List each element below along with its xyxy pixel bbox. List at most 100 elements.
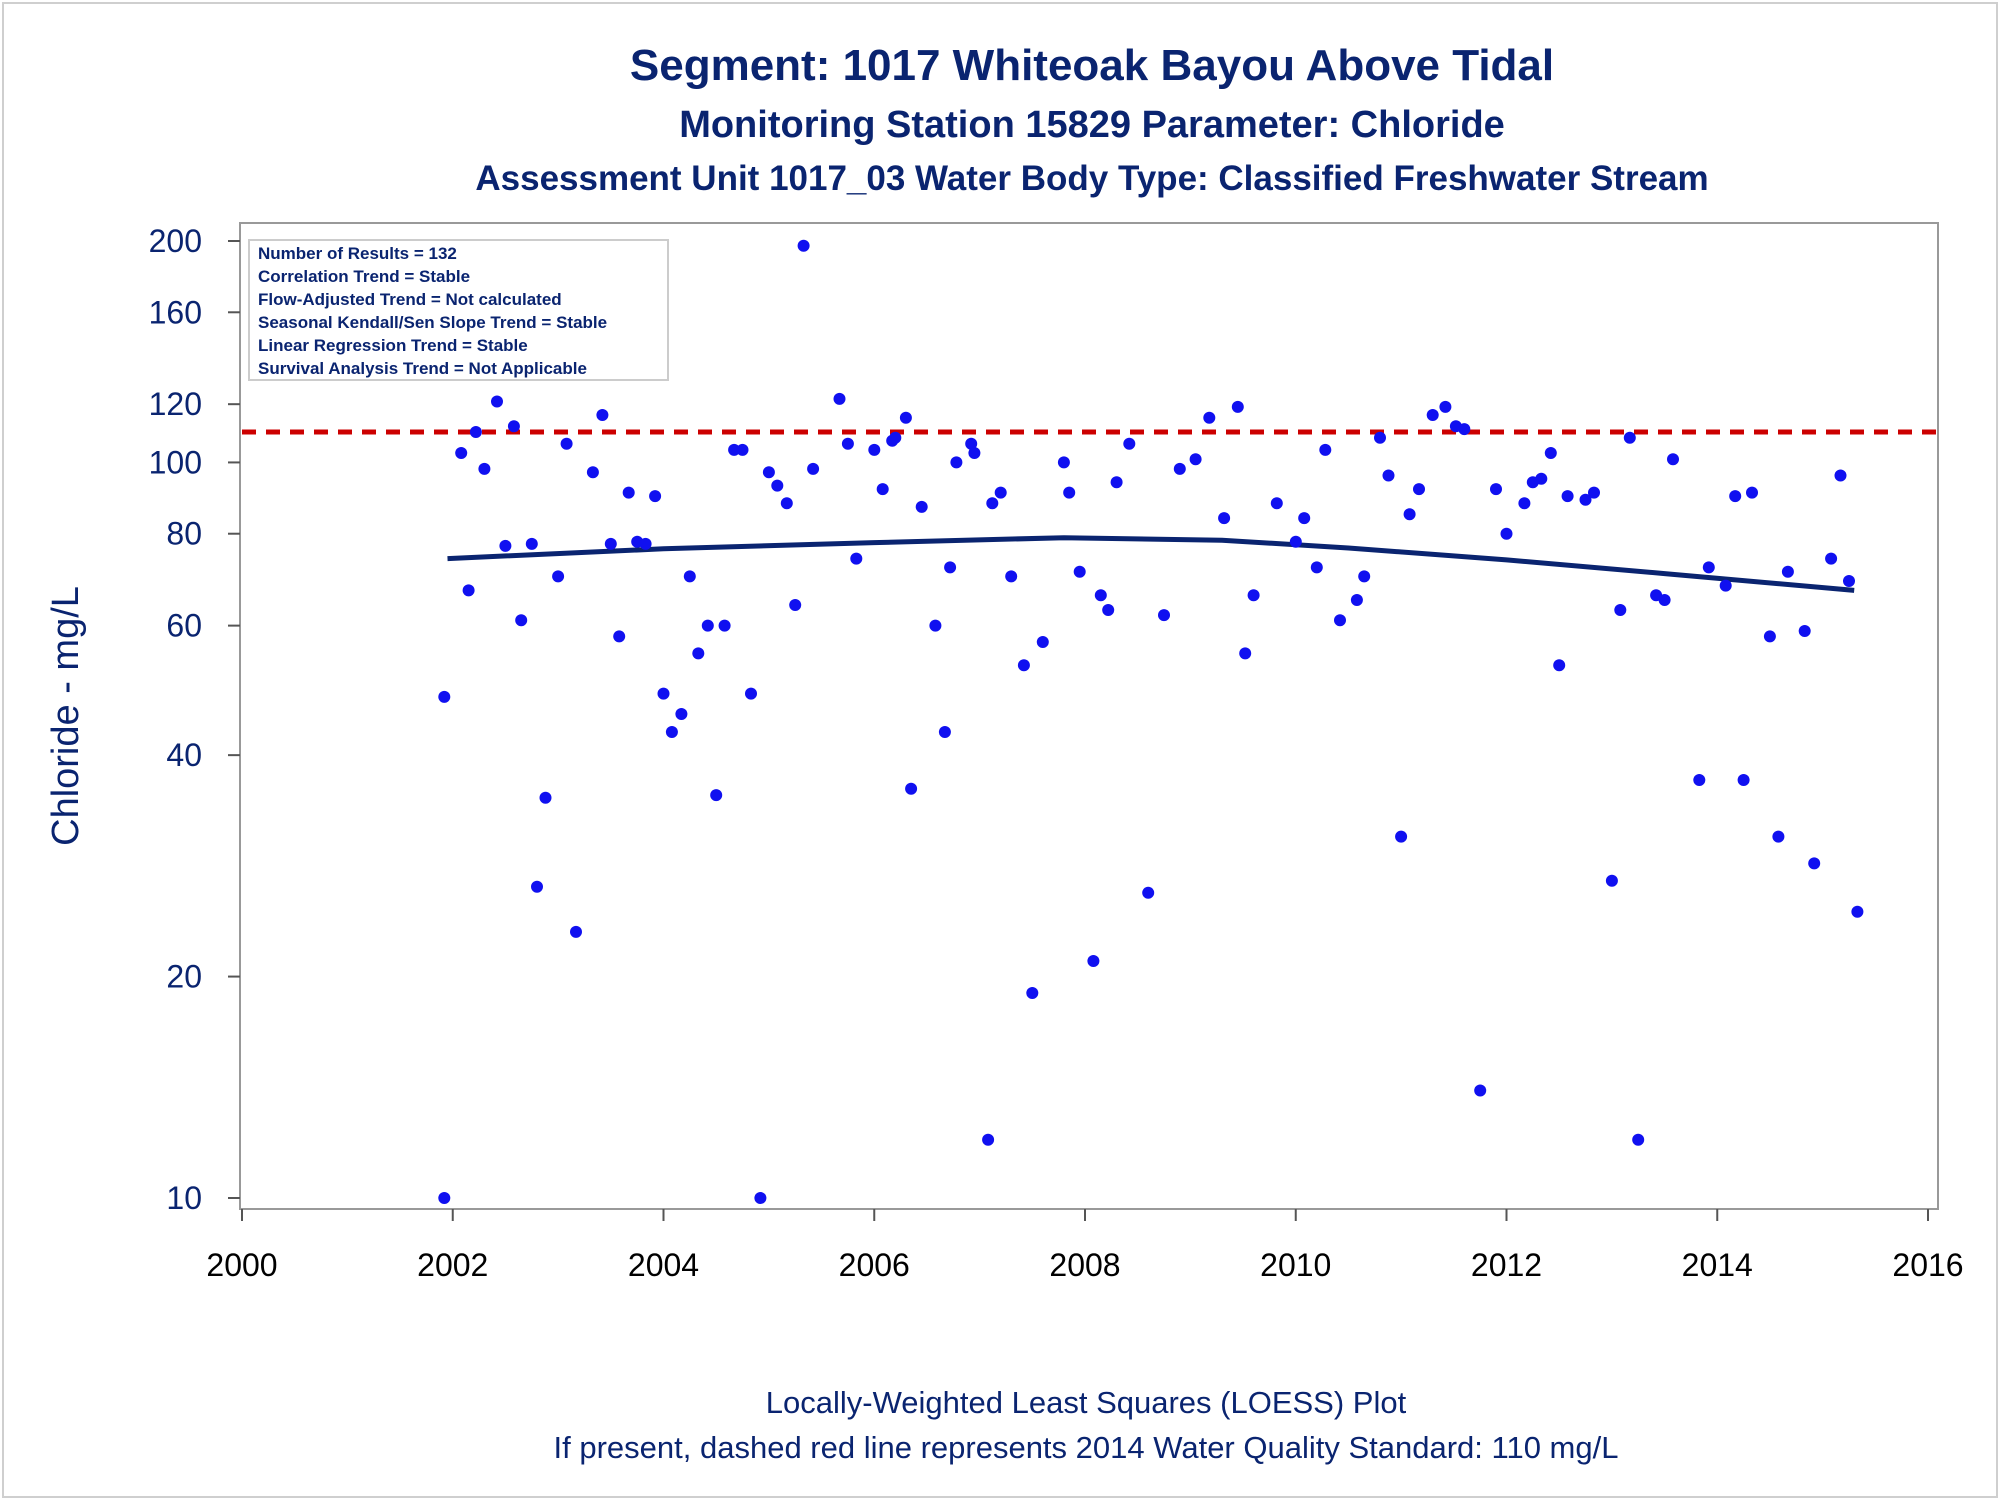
y-tick-label: 40 bbox=[166, 737, 202, 773]
data-point bbox=[1474, 1084, 1487, 1097]
data-point bbox=[728, 443, 741, 456]
data-point bbox=[899, 411, 912, 424]
stats-line: Survival Analysis Trend = Not Applicable bbox=[258, 359, 587, 378]
data-point bbox=[850, 552, 863, 565]
data-point bbox=[462, 584, 475, 597]
data-point bbox=[515, 614, 528, 627]
footnote-loess: Locally-Weighted Least Squares (LOESS) P… bbox=[766, 1385, 1407, 1420]
plot-area bbox=[239, 222, 1939, 1210]
data-point bbox=[1350, 594, 1363, 606]
data-point bbox=[1772, 830, 1785, 843]
data-point bbox=[710, 789, 723, 802]
stats-line: Number of Results = 132 bbox=[258, 244, 457, 263]
data-point bbox=[1746, 486, 1758, 499]
data-point bbox=[1535, 472, 1548, 485]
data-point bbox=[1737, 774, 1750, 786]
data-point bbox=[438, 690, 451, 703]
data-point bbox=[1319, 443, 1332, 456]
data-point bbox=[1808, 857, 1821, 870]
stats-line: Seasonal Kendall/Sen Slope Trend = Stabl… bbox=[258, 313, 607, 332]
x-tick-label: 2012 bbox=[1471, 1247, 1542, 1283]
data-point bbox=[1298, 512, 1311, 525]
data-point bbox=[929, 619, 942, 632]
data-point bbox=[1358, 570, 1371, 583]
data-point bbox=[1763, 630, 1776, 643]
data-point bbox=[1382, 469, 1395, 482]
data-point bbox=[507, 420, 520, 433]
data-point bbox=[491, 395, 503, 408]
data-point bbox=[1094, 589, 1107, 602]
chart-title: Segment: 1017 Whiteoak Bayou Above Tidal bbox=[630, 41, 1554, 90]
data-point bbox=[736, 443, 749, 456]
data-point bbox=[586, 466, 599, 479]
y-tick-label: 60 bbox=[166, 608, 202, 644]
loess-curve bbox=[447, 535, 1855, 593]
stats-line: Flow-Adjusted Trend = Not calculated bbox=[258, 290, 562, 309]
data-point bbox=[1247, 589, 1260, 602]
data-point bbox=[1851, 905, 1864, 918]
data-point bbox=[841, 437, 854, 450]
data-point bbox=[1142, 886, 1155, 899]
data-point bbox=[1403, 508, 1416, 521]
y-tick-label: 20 bbox=[166, 959, 202, 995]
data-point bbox=[1843, 575, 1855, 587]
data-point bbox=[1605, 874, 1618, 887]
x-tick-label: 2008 bbox=[1049, 1247, 1120, 1283]
data-point bbox=[1123, 437, 1136, 450]
data-point bbox=[525, 537, 538, 550]
data-point bbox=[1005, 570, 1018, 583]
y-axis-label: Chloride - mg/L bbox=[45, 586, 87, 846]
data-point bbox=[675, 708, 688, 720]
x-tick-label: 2010 bbox=[1260, 1247, 1331, 1283]
x-tick-label: 2016 bbox=[1892, 1247, 1963, 1283]
data-point bbox=[1798, 625, 1811, 637]
data-point bbox=[789, 599, 802, 611]
data-point bbox=[876, 483, 889, 496]
data-point bbox=[1614, 604, 1627, 616]
data-point bbox=[552, 570, 565, 583]
data-point bbox=[1729, 490, 1742, 503]
y-tick-label: 80 bbox=[166, 516, 202, 552]
data-point bbox=[1218, 512, 1231, 525]
data-point bbox=[1239, 647, 1252, 660]
data-point bbox=[1658, 594, 1671, 606]
data-point bbox=[1413, 483, 1425, 496]
data-point bbox=[539, 791, 552, 804]
data-point bbox=[1561, 490, 1574, 503]
chart-subtitle-assessment: Assessment Unit 1017_03 Water Body Type:… bbox=[475, 159, 1708, 198]
stats-line: Linear Regression Trend = Stable bbox=[258, 336, 528, 355]
data-point bbox=[560, 437, 573, 450]
data-point bbox=[683, 570, 696, 583]
data-point bbox=[613, 630, 626, 643]
x-tick-label: 2006 bbox=[839, 1247, 910, 1283]
data-point bbox=[1110, 476, 1123, 489]
data-point bbox=[1026, 987, 1039, 999]
data-point bbox=[771, 479, 784, 492]
footnote-standard: If present, dashed red line represents 2… bbox=[554, 1430, 1619, 1465]
data-point bbox=[950, 456, 963, 469]
data-point bbox=[1087, 955, 1100, 967]
data-point bbox=[1623, 431, 1636, 444]
y-tick-label: 120 bbox=[149, 386, 202, 422]
data-point bbox=[1158, 609, 1170, 622]
data-point bbox=[1553, 659, 1566, 672]
data-point bbox=[965, 437, 978, 450]
data-point bbox=[1588, 486, 1600, 499]
data-point bbox=[1334, 614, 1346, 627]
data-point bbox=[1500, 527, 1513, 540]
data-point bbox=[1173, 462, 1186, 475]
data-point bbox=[797, 239, 810, 252]
data-point bbox=[982, 1133, 995, 1146]
data-point bbox=[1518, 497, 1531, 510]
data-point bbox=[1458, 423, 1471, 436]
data-point bbox=[570, 925, 582, 938]
data-point bbox=[968, 447, 981, 459]
data-point bbox=[469, 426, 482, 438]
stats-line: Correlation Trend = Stable bbox=[258, 267, 470, 286]
data-point bbox=[1036, 636, 1049, 648]
data-point bbox=[622, 486, 635, 499]
y-tick-label: 100 bbox=[149, 444, 202, 480]
data-point bbox=[1189, 453, 1202, 466]
